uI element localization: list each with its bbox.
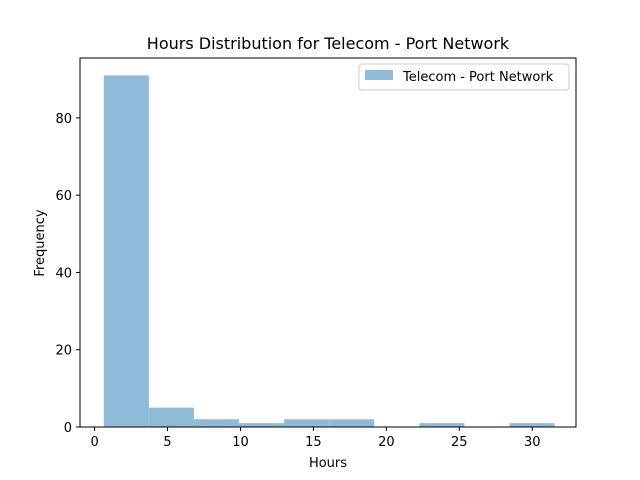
- y-axis-label: Frequency: [33, 209, 48, 276]
- histogram-bar: [419, 423, 465, 427]
- x-tick-label: 10: [232, 435, 249, 450]
- y-axis-ticks: 0 20 40 60 80: [55, 112, 80, 436]
- plot-frame: [79, 57, 577, 428]
- x-tick-label: 30: [524, 435, 541, 450]
- histogram-bar: [239, 423, 285, 427]
- x-tick-label: 5: [163, 435, 171, 450]
- y-tick-label: 60: [55, 189, 72, 204]
- chart-title: Hours Distribution for Telecom - Port Ne…: [147, 34, 510, 53]
- x-tick-label: 0: [90, 435, 98, 450]
- x-tick-label: 25: [451, 435, 468, 450]
- x-tick-label: 20: [378, 435, 395, 450]
- y-tick-label: 20: [55, 344, 72, 359]
- histogram-bar: [148, 407, 194, 427]
- histogram-bar: [509, 423, 555, 427]
- y-tick-label: 0: [64, 421, 72, 436]
- y-tick-label: 40: [55, 266, 72, 281]
- x-axis-label: Hours: [309, 456, 347, 471]
- y-tick-label: 80: [55, 112, 72, 127]
- legend-frame: [358, 63, 570, 91]
- bars-group: [103, 75, 555, 427]
- x-tick-label: 15: [305, 435, 322, 450]
- legend-swatch: [365, 70, 393, 80]
- legend: Telecom - Port Network: [358, 63, 570, 91]
- histogram-bar: [329, 419, 375, 427]
- histogram-bar: [284, 419, 330, 427]
- histogram-bar: [193, 419, 240, 427]
- x-axis-ticks: 0 5 10 15 20 25 30: [90, 427, 541, 450]
- legend-label: Telecom - Port Network: [402, 70, 554, 85]
- histogram-bar: [103, 75, 149, 427]
